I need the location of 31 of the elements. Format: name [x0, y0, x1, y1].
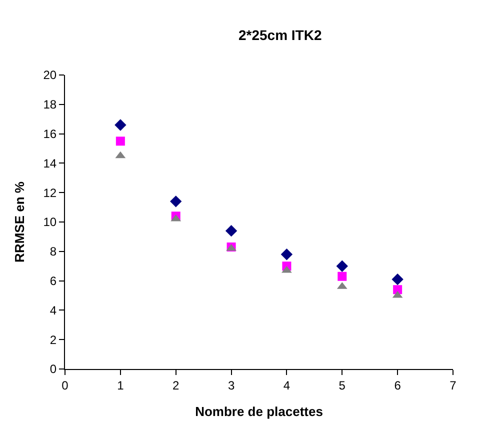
y-tick-label: 6 [50, 274, 57, 288]
x-tick-label: 6 [394, 378, 402, 392]
point [170, 196, 182, 208]
y-tick-label: 2 [50, 332, 57, 347]
y-axis-title: RRMSE en % [12, 181, 28, 262]
point [114, 119, 126, 131]
y-tick-label: 4 [50, 303, 57, 318]
x-tick-label: 2 [172, 378, 180, 392]
y-tick-label: 8 [50, 244, 57, 259]
point [338, 272, 347, 281]
x-tick-label: 3 [228, 378, 235, 392]
x-axis-title: Nombre de placettes [195, 404, 323, 419]
point [280, 248, 293, 260]
point [393, 285, 402, 294]
x-tick-label: 0 [62, 378, 69, 392]
x-tick-label: 1 [117, 378, 124, 392]
y-tick-label: 14 [43, 156, 57, 170]
y-tick-label: 16 [43, 127, 57, 141]
x-tick-label: 5 [338, 378, 346, 392]
y-tick-label: 0 [50, 362, 57, 376]
point [392, 273, 404, 286]
y-tick-label: 20 [43, 68, 57, 82]
point [225, 224, 238, 237]
point [116, 136, 125, 146]
point [336, 260, 348, 272]
y-tick-label: 10 [43, 215, 57, 230]
chart-title: 2*25cm ITK2 [238, 26, 322, 43]
y-tick-label: 12 [43, 186, 57, 200]
x-tick-label: 7 [450, 378, 457, 392]
x-tick-label: 4 [283, 378, 290, 392]
y-tick-label: 18 [43, 98, 57, 112]
